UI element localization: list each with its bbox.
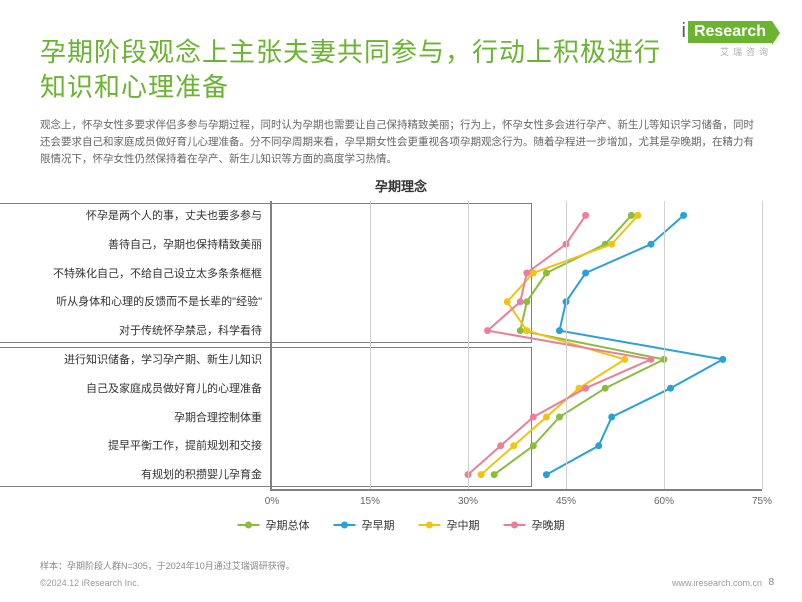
- logo-i: i: [682, 20, 686, 43]
- chart-container: 怀孕是两个人的事，丈夫也要多参与善待自己，孕期也保持精致美丽不特殊化自己，不给自…: [40, 201, 762, 541]
- footer: ©2024.12 iResearch Inc. www.iresearch.co…: [40, 578, 762, 588]
- series-marker: [491, 471, 498, 478]
- logo-research: Research: [688, 21, 772, 43]
- series-marker: [556, 413, 563, 420]
- gridline: [762, 201, 763, 489]
- series-marker: [543, 471, 550, 478]
- series-marker: [484, 327, 491, 334]
- page-number: 8: [768, 577, 774, 588]
- series-marker: [647, 240, 654, 247]
- gridline: [468, 201, 469, 489]
- x-tick-label: 60%: [654, 496, 674, 507]
- series-marker: [628, 211, 635, 218]
- legend-label: 孕早期: [362, 517, 395, 533]
- brand-logo: i Research 艾瑞咨询: [682, 20, 773, 58]
- footer-copyright: ©2024.12 iResearch Inc.: [40, 578, 139, 588]
- series-marker: [608, 240, 615, 247]
- legend-swatch: [334, 524, 356, 526]
- sample-note: 样本：孕期阶段人群N=305，于2024年10月通过艾瑞调研获得。: [40, 559, 295, 572]
- gridline: [566, 201, 567, 489]
- series-marker: [719, 355, 726, 362]
- x-tick-label: 0%: [265, 496, 279, 507]
- series-marker: [478, 471, 485, 478]
- page-description: 观念上，怀孕女性多要求伴侣多参与孕期过程，同时认为孕期也需要让自己保持精致美丽；…: [0, 113, 802, 173]
- series-marker: [667, 384, 674, 391]
- series-marker: [634, 211, 641, 218]
- chart-title: 孕期理念: [0, 176, 802, 195]
- series-marker: [582, 384, 589, 391]
- series-marker: [530, 442, 537, 449]
- series-marker: [510, 442, 517, 449]
- series-marker: [582, 269, 589, 276]
- series-marker: [523, 327, 530, 334]
- gridline: [370, 201, 371, 489]
- page-title: 孕期阶段观念上主张夫妻共同参与，行动上积极进行知识和心理准备: [0, 0, 720, 113]
- logo-sub: 艾瑞咨询: [682, 45, 773, 58]
- series-marker: [543, 413, 550, 420]
- series-marker: [517, 327, 524, 334]
- legend-label: 孕中期: [447, 517, 480, 533]
- series-marker: [504, 298, 511, 305]
- series-marker: [530, 413, 537, 420]
- chart-legend: 孕期总体 孕早期 孕中期 孕晚期: [238, 517, 565, 533]
- legend-item: 孕早期: [334, 517, 395, 533]
- gridline: [664, 201, 665, 489]
- legend-item: 孕中期: [419, 517, 480, 533]
- legend-swatch: [504, 524, 526, 526]
- series-marker: [595, 442, 602, 449]
- legend-label: 孕晚期: [532, 517, 565, 533]
- series-marker: [680, 211, 687, 218]
- chart-plot-area: 0%15%30%45%60%75%: [270, 201, 762, 491]
- series-marker: [621, 355, 628, 362]
- series-marker: [602, 384, 609, 391]
- series-marker: [523, 298, 530, 305]
- x-tick-label: 75%: [752, 496, 772, 507]
- legend-label: 孕期总体: [266, 517, 310, 533]
- footer-site: www.iresearch.com.cn: [672, 578, 762, 588]
- series-marker: [647, 355, 654, 362]
- series-marker: [556, 327, 563, 334]
- y-axis-labels: 怀孕是两个人的事，丈夫也要多参与善待自己，孕期也保持精致美丽不特殊化自己，不给自…: [40, 201, 268, 491]
- series-line: [468, 215, 651, 474]
- series-marker: [582, 211, 589, 218]
- legend-swatch: [238, 524, 260, 526]
- series-line: [481, 215, 638, 474]
- legend-swatch: [419, 524, 441, 526]
- x-tick-label: 15%: [360, 496, 380, 507]
- legend-item: 孕期总体: [238, 517, 310, 533]
- x-tick-label: 45%: [556, 496, 576, 507]
- x-tick-label: 30%: [458, 496, 478, 507]
- chart-lines: [272, 201, 762, 489]
- legend-item: 孕晚期: [504, 517, 565, 533]
- series-marker: [497, 442, 504, 449]
- series-marker: [523, 269, 530, 276]
- series-marker: [543, 269, 550, 276]
- series-marker: [517, 298, 524, 305]
- series-marker: [608, 413, 615, 420]
